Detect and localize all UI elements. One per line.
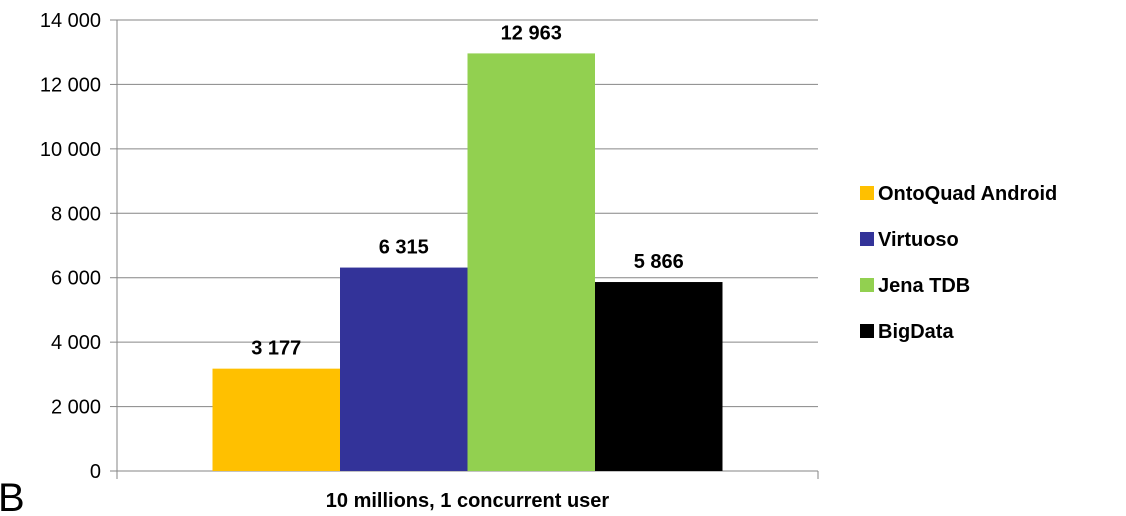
y-tick-label: 4 000 [51,332,101,354]
y-tick-label: 8 000 [51,203,101,225]
data-label: 5 866 [634,251,684,273]
legend-label: BigData [878,321,954,343]
y-tick-label: 0 [90,461,101,483]
legend-swatch [860,232,874,246]
legend-label: Jena TDB [878,275,970,297]
bar-bigdata [595,282,723,471]
bar-jena-tdb [467,53,595,471]
data-labels: 3 177 6 315 12 963 5 866 [251,22,684,359]
y-tick-label: 14 000 [40,10,101,32]
x-category-label: 10 millions, 1 concurrent user [326,490,610,512]
bars [212,53,723,471]
y-tick-label: 12 000 [40,74,101,96]
bar-ontoquad-android [212,368,340,471]
legend: OntoQuad Android Virtuoso Jena TDB BigData [860,183,1057,343]
x-axis: 10 millions, 1 concurrent user [116,470,819,512]
y-tick-label: 10 000 [40,139,101,161]
legend-swatch [860,324,874,338]
legend-label: Virtuoso [878,229,959,251]
data-label: 3 177 [251,338,301,360]
data-label: 6 315 [379,237,429,259]
y-axis: 0 2 000 4 000 6 000 8 000 10 000 12 000 14 000 [40,10,118,483]
corner-label: B [0,476,25,516]
y-tick-label: 2 000 [51,397,101,419]
y-tick-label: 6 000 [51,268,101,290]
legend-swatch [860,278,874,292]
data-label: 12 963 [501,22,562,44]
legend-swatch [860,186,874,200]
legend-label: OntoQuad Android [878,183,1057,205]
bar-virtuoso [340,267,468,471]
